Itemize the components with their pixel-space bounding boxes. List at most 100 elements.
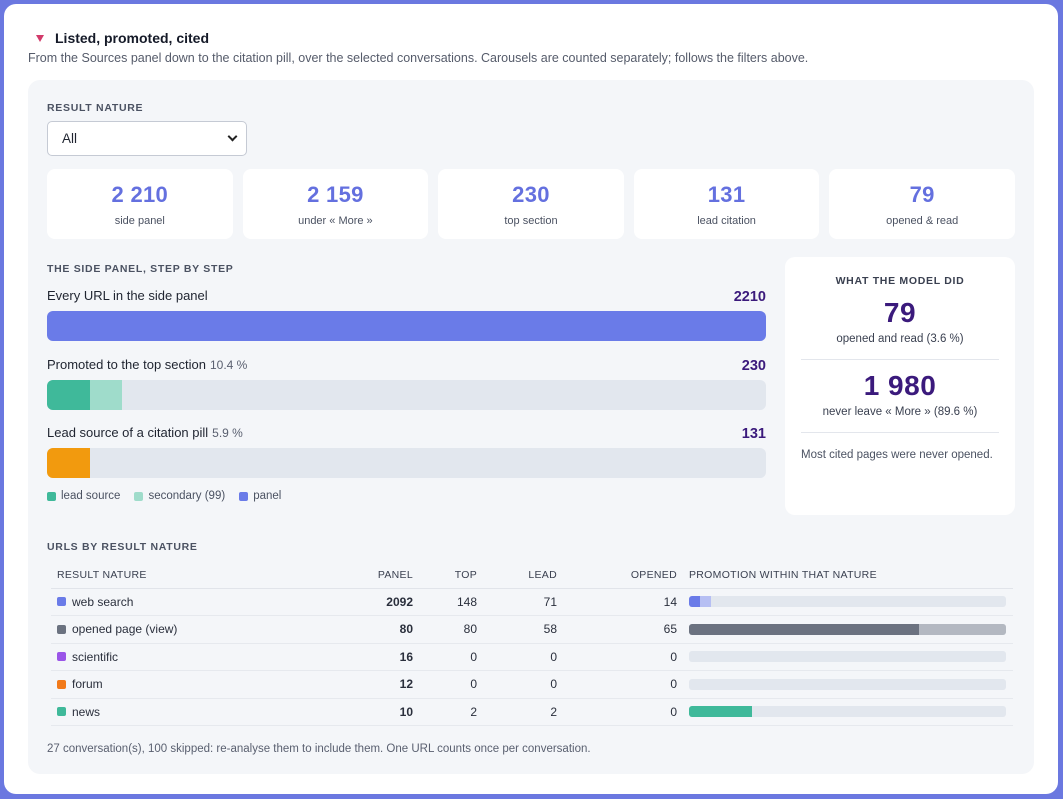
nature-name: news — [72, 704, 101, 719]
step-bar — [47, 311, 766, 341]
result-nature-select[interactable]: All — [47, 121, 247, 156]
footnote: 27 conversation(s), 100 skipped: re-anal… — [47, 743, 591, 755]
promotion-bar — [689, 678, 1006, 690]
promotion-bar — [689, 596, 1006, 608]
cell-promotion — [683, 588, 1013, 616]
legend-label: panel — [253, 490, 282, 502]
analysis-panel: RESULT NATURE All 2 210 side panel 2 159… — [28, 80, 1034, 774]
never-value: 1 980 — [863, 370, 937, 401]
funnel-legend: lead source secondary (99) panel — [47, 490, 295, 502]
kpi-lead-citation: 131 lead citation — [633, 169, 820, 239]
promotion-lead-segment — [689, 623, 919, 635]
cell-lead: 71 — [483, 588, 563, 616]
table-row: news 10 2 2 0 — [51, 698, 1013, 726]
col-result-nature: RESULT NATURE — [51, 563, 331, 589]
cell-top: 148 — [419, 588, 483, 616]
kpi-side-panel: 2 210 side panel — [47, 169, 233, 239]
col-top: TOP — [419, 563, 483, 589]
cell-panel: 80 — [331, 615, 419, 644]
kpi-row: 2 210 side panel 2 159 under « More » 23… — [47, 169, 1015, 239]
table-row: forum 12 0 0 0 — [51, 670, 1013, 699]
result-nature-label: RESULT NATURE — [47, 102, 144, 114]
cell-promotion — [683, 643, 1013, 671]
legend-swatch — [47, 491, 56, 501]
promotion-lead-segment — [689, 596, 700, 608]
kpi-value: 2 159 — [307, 182, 364, 207]
cell-nature: forum — [51, 670, 331, 699]
legend-label: secondary (99) — [148, 490, 226, 502]
cell-nature: news — [51, 698, 331, 726]
table-row: opened page (view) 80 80 58 65 — [51, 615, 1013, 644]
promotion-top-segment — [918, 623, 1006, 635]
cell-panel: 12 — [331, 670, 419, 699]
kpi-label: side panel — [114, 215, 165, 227]
cell-panel: 16 — [331, 643, 419, 671]
kpi-opened-read: 79 opened & read — [829, 169, 1015, 239]
chevron-down-icon — [227, 131, 238, 142]
cell-panel: 10 — [331, 698, 419, 726]
urls-by-nature-table: RESULT NATURE PANEL TOP LEAD OPENED PROM… — [51, 563, 1013, 726]
nature-name: scientific — [72, 649, 119, 664]
legend-label: lead source — [61, 490, 121, 502]
kpi-label: lead citation — [697, 215, 756, 227]
col-opened: OPENED — [563, 563, 683, 589]
result-nature-selected: All — [62, 131, 78, 146]
kpi-value: 79 — [909, 182, 935, 207]
never-label: never leave « More » (89.6 %) — [822, 406, 978, 418]
cell-lead: 2 — [483, 698, 563, 726]
step-bar — [47, 448, 766, 478]
section-subtitle: From the Sources panel down to the citat… — [28, 51, 809, 65]
funnel-label: THE SIDE PANEL, STEP BY STEP — [47, 263, 234, 275]
cell-nature: scientific — [51, 643, 331, 671]
kpi-label: under « More » — [298, 215, 373, 227]
collapse-triangle-icon[interactable] — [36, 34, 44, 42]
step-bar-segment — [47, 380, 90, 410]
cell-panel: 2092 — [331, 588, 419, 616]
kpi-top-section: 230 top section — [438, 169, 624, 239]
divider — [801, 359, 999, 360]
cell-top: 80 — [419, 615, 483, 644]
listed-promoted-cited-card: Listed, promoted, cited From the Sources… — [4, 4, 1058, 794]
funnel-step-top: Promoted to the top section 10.4 % 230 — [47, 354, 766, 410]
cell-nature: opened page (view) — [51, 615, 331, 644]
table-label: URLS BY RESULT NATURE — [47, 541, 198, 553]
nature-color-swatch — [57, 597, 66, 607]
step-label: Promoted to the top section — [47, 357, 206, 372]
legend-lead-source: lead source — [47, 490, 120, 502]
step-bar-segment — [89, 380, 122, 410]
nature-name: opened page (view) — [72, 622, 178, 637]
step-bar-segment — [47, 448, 90, 478]
step-bar — [47, 380, 766, 410]
cell-opened: 65 — [563, 615, 683, 644]
cell-nature: web search — [51, 588, 331, 616]
kpi-label: top section — [504, 215, 558, 227]
model-note: Most cited pages were never opened. — [801, 449, 993, 461]
divider — [801, 432, 999, 433]
opened-value: 79 — [883, 297, 917, 328]
funnel-step-lead: Lead source of a citation pill 5.9 % 131 — [47, 422, 766, 478]
table-header-row: RESULT NATURE PANEL TOP LEAD OPENED PROM… — [51, 563, 1013, 589]
col-promotion: PROMOTION WITHIN THAT NATURE — [683, 563, 1013, 589]
step-percent: 5.9 % — [212, 426, 243, 440]
kpi-value: 131 — [707, 182, 746, 207]
section-title: Listed, promoted, cited — [55, 30, 210, 46]
kpi-under-more: 2 159 under « More » — [242, 169, 429, 239]
funnel-step-panel: Every URL in the side panel 2210 — [47, 285, 766, 341]
cell-opened: 0 — [563, 698, 683, 726]
col-lead: LEAD — [483, 563, 563, 589]
legend-swatch — [134, 491, 144, 501]
nature-color-swatch — [57, 652, 66, 662]
cell-top: 0 — [419, 670, 483, 699]
cell-top: 0 — [419, 643, 483, 671]
promotion-lead-segment — [689, 706, 753, 718]
cell-lead: 0 — [483, 643, 563, 671]
cell-lead: 0 — [483, 670, 563, 699]
model-summary-title: WHAT THE MODEL DID — [835, 275, 965, 287]
table-row: scientific 16 0 0 0 — [51, 643, 1013, 671]
cell-opened: 14 — [563, 588, 683, 616]
kpi-value: 230 — [512, 182, 550, 207]
cell-promotion — [683, 615, 1013, 644]
step-value: 2210 — [733, 289, 766, 305]
table-row: web search 2092 148 71 14 — [51, 588, 1013, 616]
section-header[interactable]: Listed, promoted, cited — [36, 30, 209, 46]
